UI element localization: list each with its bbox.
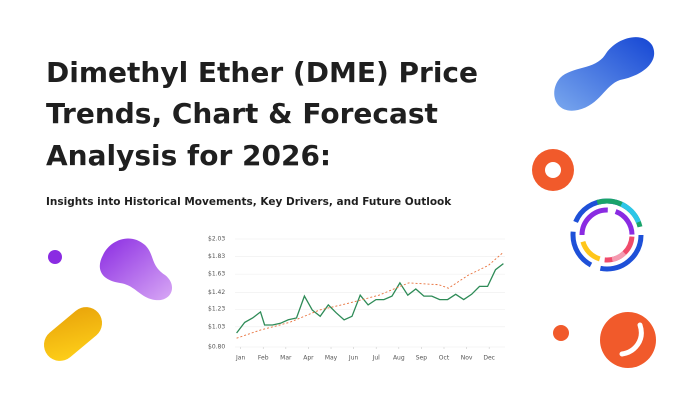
title-line: Analysis for 2026:	[46, 139, 331, 172]
x-tick-label: Jun	[348, 355, 359, 362]
x-tick-label: Jul	[372, 355, 381, 362]
series-line	[236, 263, 504, 334]
title-line: Trends, Chart & Forecast	[46, 97, 438, 130]
x-tick-label: Sep	[416, 355, 428, 362]
x-tick-label: Mar	[280, 355, 292, 362]
x-tick-label: Apr	[303, 355, 314, 362]
x-tick-label: Nov	[461, 355, 473, 362]
subtitle: Insights into Historical Movements, Key …	[46, 196, 452, 208]
x-tick-label: May	[325, 355, 338, 362]
x-tick-label: Dec	[483, 355, 495, 362]
title-line: Dimethyl Ether (DME) Price	[46, 56, 478, 89]
x-tick-label: Oct	[439, 355, 450, 362]
y-tick-label: $1.83	[208, 253, 225, 260]
y-tick-label: $1.63	[208, 271, 225, 278]
x-tick-label: Aug	[393, 355, 405, 362]
y-tick-label: $1.03	[208, 323, 225, 330]
y-tick-label: $1.42	[208, 289, 225, 296]
x-tick-label: Feb	[258, 355, 269, 362]
x-tick-label: Jan	[235, 355, 245, 362]
decor	[43, 37, 656, 368]
y-tick-label: $2.03	[208, 236, 225, 243]
series-line	[236, 251, 504, 339]
chart: $0.80 $1.03 $1.23 $1.42 $1.63 $1.83 $2.03 Jan Fe…	[208, 236, 505, 362]
y-tick-label: $1.23	[208, 306, 225, 313]
y-tick-label: $0.80	[208, 344, 225, 351]
